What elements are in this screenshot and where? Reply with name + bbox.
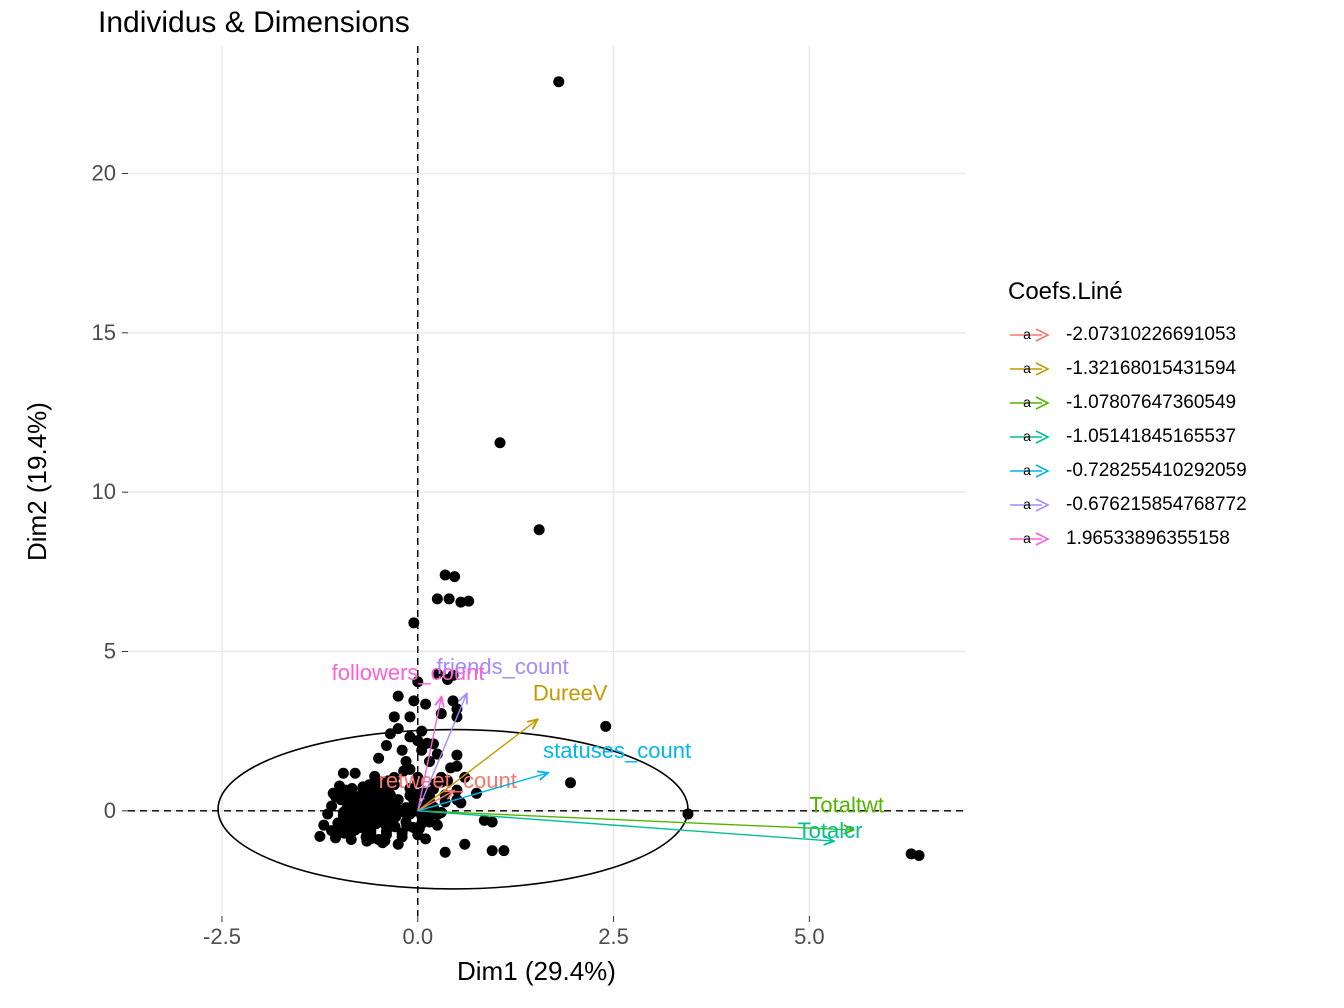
- legend-swatch-arrow-icon: a: [1008, 494, 1054, 516]
- y-tick-label: 15: [92, 320, 116, 345]
- legend-swatch-arrow-icon: a: [1008, 426, 1054, 448]
- legend-item: a -2.07310226691053: [1008, 324, 1247, 346]
- loading-label-followers_count: followers_count: [332, 660, 485, 685]
- loading-label-DureeV: DureeV: [533, 680, 608, 705]
- legend-item-label: -0.728255410292059: [1066, 460, 1247, 482]
- pca-biplot: Individus & Dimensions retweet_countDure…: [0, 0, 1344, 1008]
- x-tick-label: 2.5: [598, 924, 629, 949]
- legend-item-label: -2.07310226691053: [1066, 324, 1236, 346]
- legend-swatch-arrow-icon: a: [1008, 358, 1054, 380]
- legend-item: a -1.05141845165537: [1008, 426, 1247, 448]
- svg-text:a: a: [1023, 530, 1031, 546]
- legend-item: a 1.96533896355158: [1008, 528, 1247, 550]
- legend-item: a -1.32168015431594: [1008, 358, 1247, 380]
- svg-text:a: a: [1023, 326, 1031, 342]
- legend-item: a -0.676215854768772: [1008, 494, 1247, 516]
- legend-item-label: -0.676215854768772: [1066, 494, 1247, 516]
- svg-text:a: a: [1023, 496, 1031, 512]
- legend-swatch-arrow-icon: a: [1008, 528, 1054, 550]
- legend: Coefs.Liné a -2.07310226691053 a -1.3216801…: [1008, 278, 1247, 562]
- x-tick-label: 5.0: [794, 924, 825, 949]
- svg-text:a: a: [1023, 428, 1031, 444]
- legend-swatch-arrow-icon: a: [1008, 392, 1054, 414]
- loading-label-retweet_count: retweet_count: [379, 768, 517, 793]
- legend-swatch-arrow-icon: a: [1008, 324, 1054, 346]
- loading-label-Totaltwt: Totaltwt: [809, 792, 884, 817]
- y-tick-label: 5: [104, 638, 116, 663]
- y-tick-label: 10: [92, 479, 116, 504]
- loading-label-Totalcr: Totalcr: [798, 818, 863, 843]
- x-tick-label: -2.5: [203, 924, 241, 949]
- svg-text:a: a: [1023, 360, 1031, 376]
- legend-item-label: 1.96533896355158: [1066, 528, 1230, 550]
- legend-title: Coefs.Liné: [1008, 278, 1247, 306]
- legend-item: a -1.07807647360549: [1008, 392, 1247, 414]
- x-tick-label: 0.0: [402, 924, 433, 949]
- y-tick-label: 20: [92, 160, 116, 185]
- legend-item-label: -1.07807647360549: [1066, 392, 1236, 414]
- legend-swatch-arrow-icon: a: [1008, 460, 1054, 482]
- legend-item-label: -1.32168015431594: [1066, 358, 1236, 380]
- legend-item-label: -1.05141845165537: [1066, 426, 1236, 448]
- loading-label-statuses_count: statuses_count: [543, 738, 691, 763]
- svg-text:a: a: [1023, 462, 1031, 478]
- legend-item: a -0.728255410292059: [1008, 460, 1247, 482]
- y-tick-label: 0: [104, 798, 116, 823]
- x-axis-label: Dim1 (29.4%): [457, 956, 616, 987]
- y-axis-label: Dim2 (19.4%): [22, 402, 53, 561]
- svg-text:a: a: [1023, 394, 1031, 410]
